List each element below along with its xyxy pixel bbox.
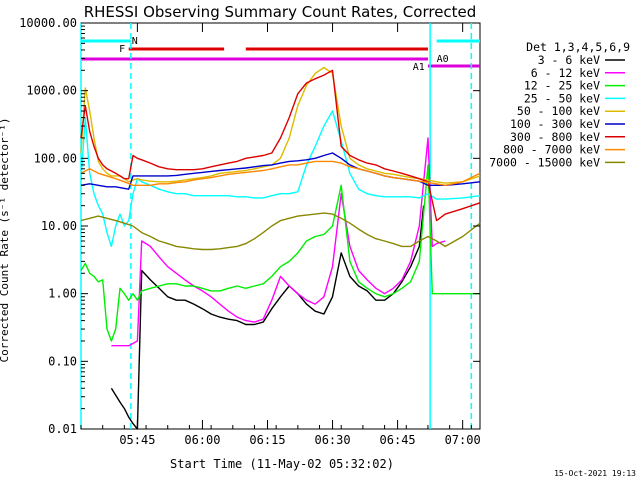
chart-title: RHESSI Observing Summary Count Rates, Co… xyxy=(84,3,477,21)
series-line-2 xyxy=(80,164,480,342)
x-tick-label-2: 06:15 xyxy=(249,433,285,447)
series-lines xyxy=(80,66,481,430)
plot-area xyxy=(80,22,481,430)
plot-frame xyxy=(80,22,481,430)
y-tick-label-5: 0.10 xyxy=(48,354,77,368)
legend-label-5: 100 - 300 keV xyxy=(510,117,600,131)
legend-label-0: 3 - 6 keV xyxy=(538,53,600,67)
legend-label-3: 25 - 50 keV xyxy=(524,91,600,105)
legend-label-2: 12 - 25 keV xyxy=(524,79,600,93)
y-tick-label-2: 100.00 xyxy=(34,151,77,165)
x-axis-label: Start Time (11-May-02 05:32:02) xyxy=(170,457,394,471)
y-axis-label: Corrected Count Rate (s⁻¹ detector⁻¹) xyxy=(0,117,11,362)
footer-timestamp: 15-Oct-2021 19:13 xyxy=(554,469,636,478)
legend-label-6: 300 - 800 keV xyxy=(510,130,600,144)
legend-label-7: 800 - 7000 keV xyxy=(503,143,600,157)
series-line-4 xyxy=(80,66,481,184)
x-tick-label-5: 07:00 xyxy=(445,433,481,447)
y-tick-label-0: 10000.00 xyxy=(19,16,77,30)
series-line-3 xyxy=(80,110,481,248)
legend-label-1: 6 - 12 keV xyxy=(531,66,600,80)
flag-label-A1: A1 xyxy=(413,62,425,73)
x-tick-label-4: 06:45 xyxy=(380,433,416,447)
series-line-6 xyxy=(80,69,481,222)
series-line-8 xyxy=(80,212,481,251)
x-tick-label-1: 06:00 xyxy=(184,433,220,447)
axes: 10000.00 1000.00 100.00 10.00 1.00 0.10 0.01 05… xyxy=(19,16,481,447)
series-line-0 xyxy=(110,205,425,430)
x-tick-label-0: 05:45 xyxy=(119,433,155,447)
legend-label-8: 7000 - 15000 keV xyxy=(489,155,600,169)
legend-label-4: 50 - 100 keV xyxy=(517,104,600,118)
y-tick-label-3: 10.00 xyxy=(41,219,77,233)
flag-label-A0: A0 xyxy=(437,54,449,65)
y-tick-label-6: 0.01 xyxy=(48,422,77,436)
flag-label-F: F xyxy=(119,44,125,55)
legend-title: Det 1,3,4,5,6,9 xyxy=(526,40,630,54)
flag-bars: NF A1 A0 xyxy=(81,36,480,73)
series-line-7 xyxy=(80,160,481,187)
y-tick-label-4: 1.00 xyxy=(48,287,77,301)
y-tick-label-1: 1000.00 xyxy=(26,84,77,98)
series-line-1 xyxy=(111,137,446,347)
flag-label-N: N xyxy=(132,36,138,47)
x-tick-label-3: 06:30 xyxy=(314,433,350,447)
